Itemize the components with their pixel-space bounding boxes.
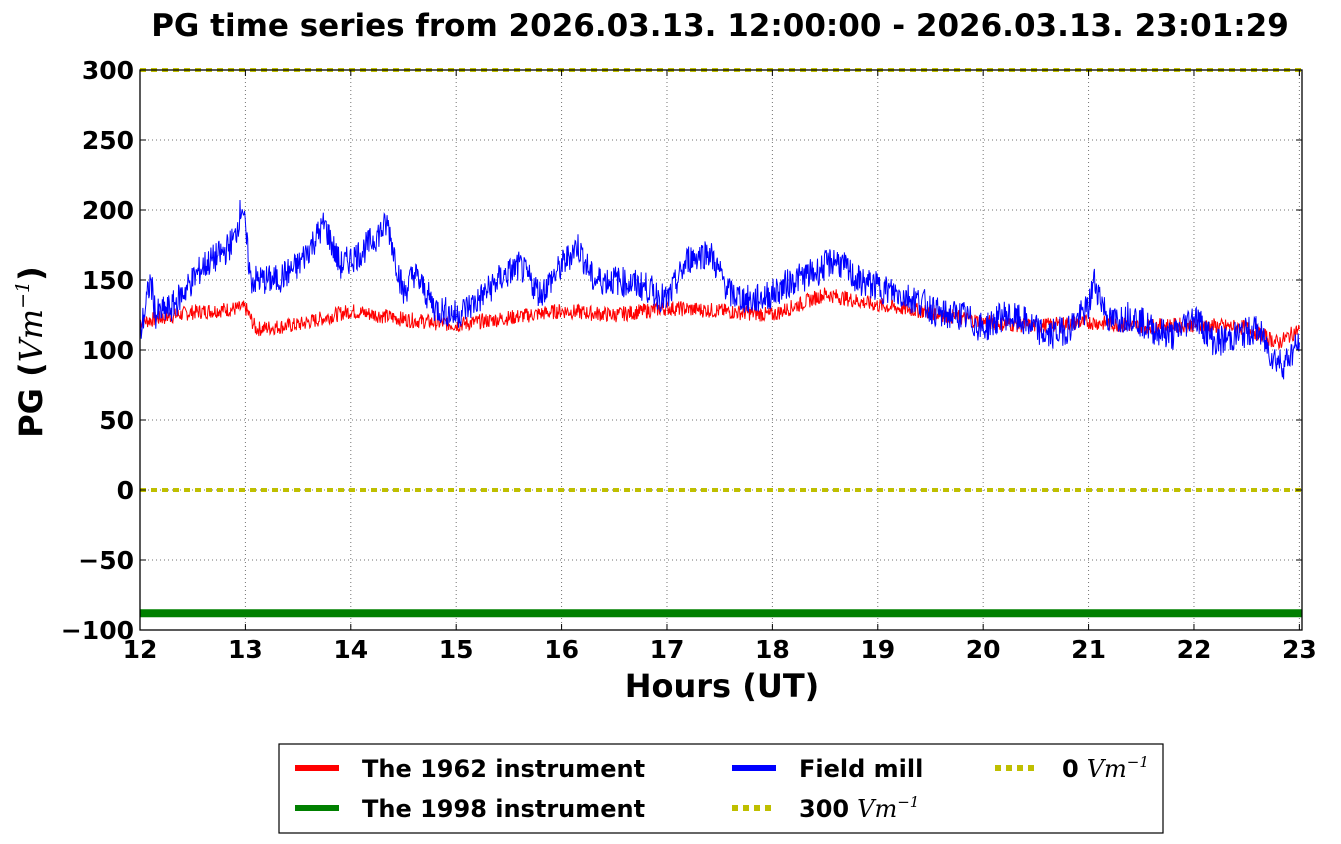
x-tick-label: 17	[650, 635, 685, 664]
y-tick-label: 300	[82, 56, 134, 85]
x-axis-label: Hours (UT)	[625, 667, 820, 705]
x-tick-label: 21	[1071, 635, 1106, 664]
y-tick-label: 0	[117, 476, 134, 505]
legend-entry-label: 300 Vm−1	[799, 793, 919, 823]
chart-title: PG time series from 2026.03.13. 12:00:00…	[151, 8, 1289, 44]
series-line-field-mill	[140, 199, 1300, 380]
axis-ticks	[139, 69, 1302, 631]
x-tick-label: 23	[1282, 635, 1317, 664]
x-tick-label: 16	[544, 635, 579, 664]
x-tick-label: 19	[860, 635, 895, 664]
legend: The 1962 instrument The 1998 instrument Fi…	[278, 743, 1164, 834]
y-tick-label: −50	[78, 546, 134, 575]
y-tick-label: 50	[99, 406, 134, 435]
y-tick-label: 200	[82, 196, 134, 225]
x-tick-label: 20	[966, 635, 1001, 664]
legend-entry-label: 0 Vm−1	[1062, 753, 1149, 783]
x-tick-label: 22	[1177, 635, 1212, 664]
grid-lines	[139, 69, 1302, 631]
legend-entry-label: Field mill	[799, 755, 923, 783]
series-lines	[140, 68, 1302, 618]
x-tick-label: 18	[755, 635, 790, 664]
legend-entry-label: The 1998 instrument	[362, 795, 645, 823]
y-tick-label: 250	[82, 126, 134, 155]
x-tick-label: 13	[228, 635, 263, 664]
x-tick-label: 12	[123, 635, 158, 664]
legend-box	[278, 743, 1164, 834]
x-tick-label: 14	[333, 635, 368, 664]
y-tick-label: 150	[82, 266, 134, 295]
y-tick-labels: 300 250 200 150 100 50 0 −50 −100	[61, 56, 134, 645]
legend-entry-label: The 1962 instrument	[362, 755, 645, 783]
y-tick-label: 100	[82, 336, 134, 365]
x-tick-labels: 12 13 14 15 16 17 18 19 20 21 22 23	[123, 635, 1317, 664]
y-tick-label: −100	[61, 616, 134, 645]
x-tick-label: 15	[439, 635, 474, 664]
y-axis-label: PG (Vm−1)	[12, 266, 50, 438]
